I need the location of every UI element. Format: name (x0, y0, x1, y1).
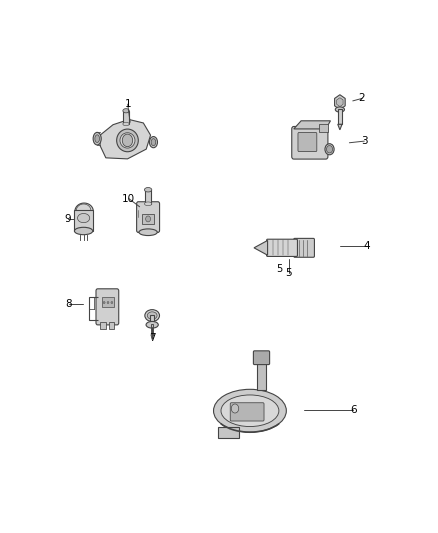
FancyBboxPatch shape (292, 126, 328, 159)
Polygon shape (100, 119, 151, 159)
Text: 4: 4 (364, 241, 371, 251)
Text: 7: 7 (149, 333, 155, 343)
Text: 1: 1 (124, 99, 131, 109)
Bar (109, 321, 114, 329)
Ellipse shape (149, 136, 158, 148)
Text: 2: 2 (359, 93, 365, 103)
Ellipse shape (74, 227, 93, 235)
Bar (142, 214, 154, 224)
Ellipse shape (145, 188, 152, 192)
Circle shape (146, 216, 151, 222)
Bar (218, 426, 239, 438)
FancyBboxPatch shape (267, 239, 297, 256)
Ellipse shape (146, 321, 158, 328)
FancyBboxPatch shape (298, 133, 317, 151)
Ellipse shape (117, 129, 138, 152)
Ellipse shape (139, 229, 157, 236)
Bar (100, 321, 106, 329)
Circle shape (122, 134, 133, 147)
Bar (74, 209, 93, 231)
Circle shape (326, 146, 332, 153)
Ellipse shape (231, 404, 239, 413)
Ellipse shape (214, 389, 286, 432)
Ellipse shape (145, 202, 152, 206)
FancyBboxPatch shape (96, 289, 119, 325)
Polygon shape (151, 335, 153, 340)
Bar (151, 324, 153, 335)
FancyBboxPatch shape (254, 351, 270, 365)
Bar (319, 124, 328, 132)
Ellipse shape (123, 122, 129, 126)
Circle shape (111, 301, 113, 304)
Ellipse shape (336, 107, 344, 112)
Text: 5: 5 (286, 268, 292, 278)
Bar (124, 111, 129, 124)
Text: 5: 5 (276, 264, 283, 274)
Ellipse shape (93, 132, 101, 145)
Polygon shape (337, 98, 343, 107)
Ellipse shape (120, 133, 135, 148)
FancyBboxPatch shape (137, 201, 159, 232)
Bar (258, 357, 265, 391)
Bar (145, 190, 151, 204)
Ellipse shape (221, 395, 279, 426)
Ellipse shape (325, 144, 334, 155)
Bar (338, 109, 342, 124)
Text: 6: 6 (350, 405, 357, 415)
Ellipse shape (147, 312, 157, 319)
Bar (150, 315, 154, 322)
Text: 10: 10 (122, 193, 135, 204)
Polygon shape (335, 95, 345, 109)
Ellipse shape (151, 139, 156, 146)
Polygon shape (254, 240, 268, 255)
Ellipse shape (78, 213, 90, 223)
Ellipse shape (145, 310, 159, 321)
Ellipse shape (95, 135, 99, 142)
Polygon shape (338, 124, 342, 130)
Circle shape (103, 301, 105, 304)
Text: 8: 8 (66, 299, 72, 309)
Circle shape (107, 301, 109, 304)
Ellipse shape (123, 109, 129, 113)
FancyBboxPatch shape (230, 403, 264, 421)
Polygon shape (294, 121, 330, 129)
Text: 3: 3 (361, 136, 367, 146)
Text: 9: 9 (64, 214, 71, 224)
FancyBboxPatch shape (294, 238, 314, 257)
Bar (102, 297, 114, 307)
